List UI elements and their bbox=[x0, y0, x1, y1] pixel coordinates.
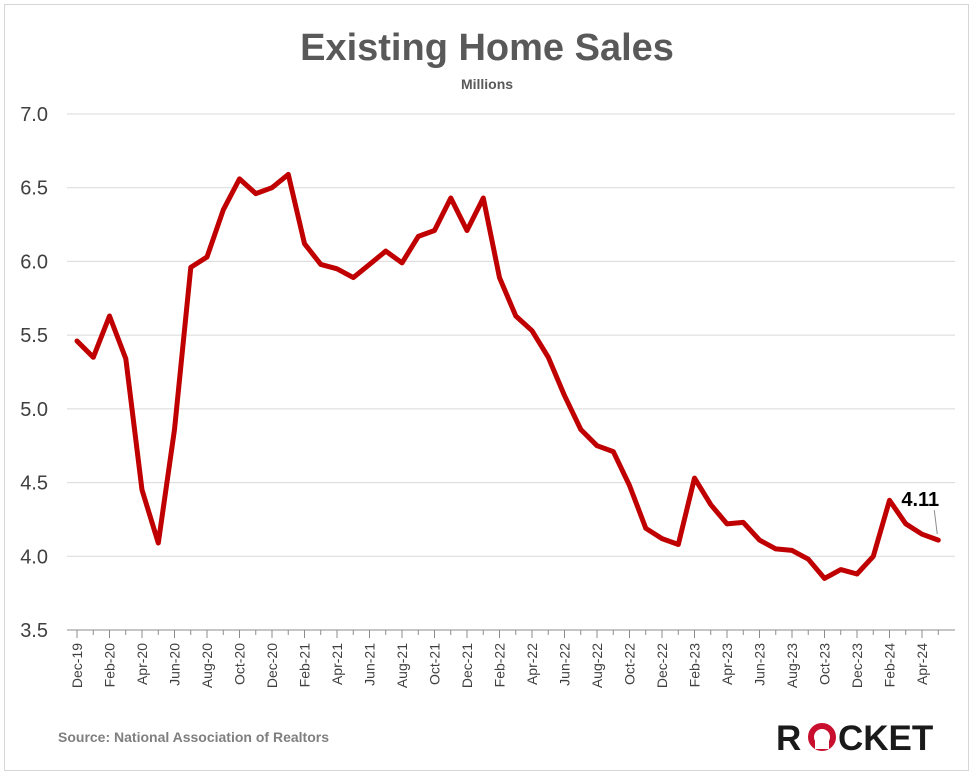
x-tick-label: Apr-22 bbox=[524, 643, 540, 685]
y-tick-label: 6.0 bbox=[20, 251, 48, 273]
series-layer bbox=[74, 171, 941, 581]
y-axis-ticks: 3.5 4.0 4.5 5.0 5.5 6.0 6.5 7.0 bbox=[20, 104, 48, 642]
x-tick-label: Feb-20 bbox=[102, 643, 118, 688]
x-tick-label: Feb-23 bbox=[687, 643, 703, 688]
annotation-layer: 4.11 bbox=[901, 489, 939, 535]
x-tick-label: Aug-21 bbox=[394, 643, 410, 688]
y-tick-label: 7.0 bbox=[20, 104, 48, 126]
y-tick-label: 4.5 bbox=[20, 473, 48, 495]
logo-letter-r: R bbox=[776, 719, 801, 758]
x-tick-label: Jun-21 bbox=[362, 643, 378, 686]
x-tick-label: Apr-21 bbox=[329, 643, 345, 685]
chart-title: Existing Home Sales bbox=[300, 27, 674, 69]
x-tick-label: Jun-22 bbox=[557, 643, 573, 686]
annotation-leader-line bbox=[933, 510, 938, 535]
x-tick-label: Oct-20 bbox=[232, 643, 248, 685]
x-tick-label: Feb-22 bbox=[492, 643, 508, 688]
logo-letters-cket: CKET bbox=[838, 719, 933, 758]
y-tick-label: 5.0 bbox=[20, 399, 48, 421]
source-note: Source: National Association of Realtors bbox=[58, 729, 329, 745]
y-tick-label: 5.5 bbox=[20, 325, 48, 347]
x-tick-label: Aug-23 bbox=[784, 643, 800, 688]
x-tick-label: Jun-23 bbox=[752, 643, 768, 686]
series-line-existing-home-sales bbox=[74, 171, 941, 581]
y-tick-label: 6.5 bbox=[20, 178, 48, 200]
x-tick-label: Aug-20 bbox=[199, 643, 215, 688]
x-tick-label: Apr-24 bbox=[914, 643, 930, 685]
x-tick-label: Apr-23 bbox=[719, 643, 735, 685]
x-tick-label: Oct-22 bbox=[622, 643, 638, 685]
x-tick-label: Dec-23 bbox=[849, 643, 865, 688]
x-tick-label: Dec-21 bbox=[459, 643, 475, 688]
annotation-label: 4.11 bbox=[901, 489, 939, 511]
x-tick-label: Feb-24 bbox=[882, 643, 898, 688]
chart-frame bbox=[4, 4, 969, 771]
x-tick-label: Apr-20 bbox=[134, 643, 150, 685]
x-tick-label: Feb-21 bbox=[297, 643, 313, 688]
x-tick-label: Oct-21 bbox=[427, 643, 443, 685]
x-tick-label: Dec-20 bbox=[264, 643, 280, 688]
chart-subtitle: Millions bbox=[461, 76, 513, 92]
x-axis: Dec-19 Feb-20 Apr-20 Jun-20 Aug-20 Oct-20 Dec-… bbox=[67, 629, 955, 688]
gridlines bbox=[67, 113, 955, 557]
y-tick-label: 3.5 bbox=[20, 620, 48, 642]
x-tick-label: Oct-23 bbox=[817, 643, 833, 685]
x-tick-label: Aug-22 bbox=[589, 643, 605, 688]
x-tick-label: Jun-20 bbox=[167, 643, 183, 686]
y-tick-label: 4.0 bbox=[20, 546, 48, 568]
rocket-logo: R CKET bbox=[776, 719, 933, 758]
logo-ring-icon bbox=[808, 723, 836, 751]
x-tick-label: Dec-19 bbox=[69, 643, 85, 688]
x-tick-label: Dec-22 bbox=[654, 643, 670, 688]
